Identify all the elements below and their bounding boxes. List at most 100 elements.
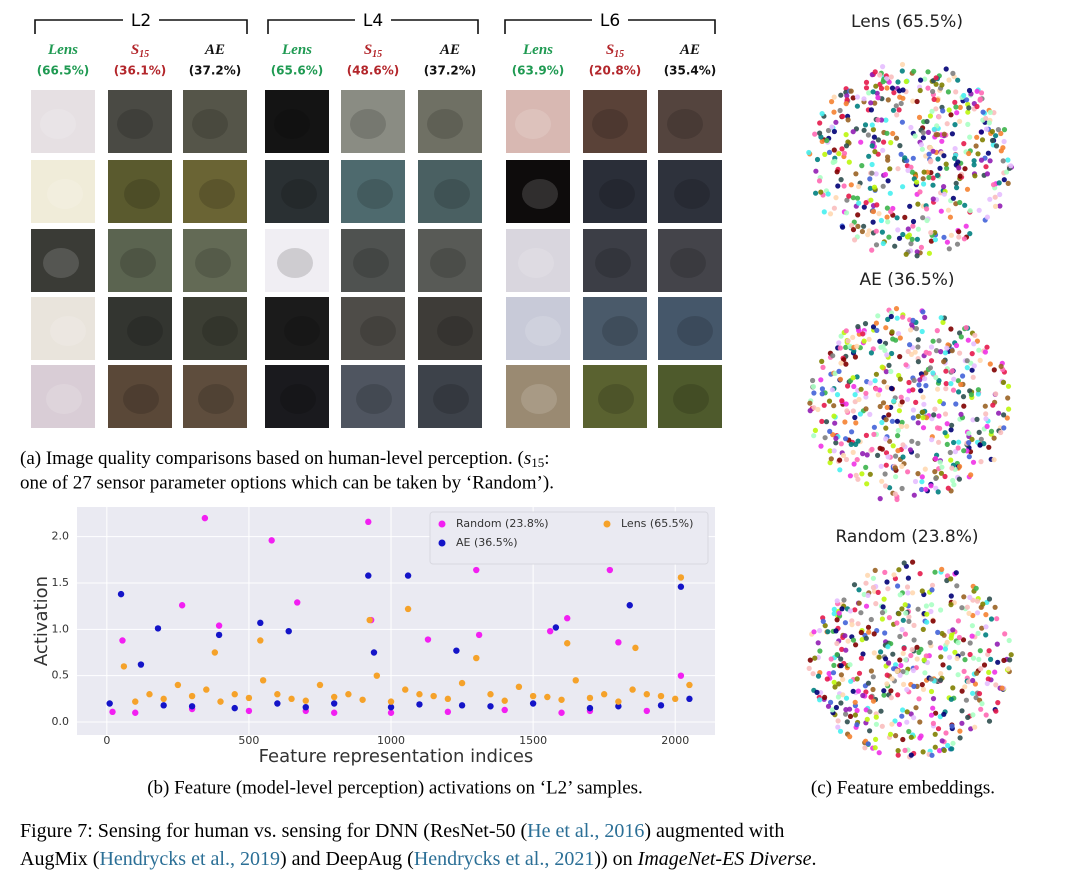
data-point bbox=[215, 631, 223, 639]
embedding-dot bbox=[874, 202, 880, 208]
embedding-dot bbox=[931, 96, 937, 102]
embedding-dot bbox=[938, 208, 944, 214]
embedding-dot bbox=[856, 600, 862, 606]
y-tick-label: 1.0 bbox=[52, 622, 70, 635]
embedding-dot bbox=[904, 234, 911, 240]
embedding-dot bbox=[834, 640, 840, 647]
embedding-dot bbox=[895, 752, 901, 758]
embedding-dot bbox=[864, 481, 870, 487]
embedding-dot bbox=[863, 200, 869, 206]
thumbnail-subject bbox=[437, 316, 473, 346]
embedding-dot bbox=[924, 206, 930, 212]
embedding-dot bbox=[923, 349, 929, 355]
embedding-dot bbox=[975, 387, 982, 393]
embedding-dot bbox=[983, 712, 989, 718]
embedding-dot bbox=[872, 745, 878, 751]
embedding-dot bbox=[876, 750, 882, 756]
embedding-dot bbox=[954, 110, 960, 116]
embedding-dot bbox=[943, 730, 949, 736]
data-point bbox=[672, 695, 679, 703]
embedding-dot bbox=[868, 107, 875, 113]
embedding-dot bbox=[962, 202, 968, 208]
thumbnail bbox=[658, 297, 722, 360]
caption-text: )) on bbox=[594, 848, 637, 870]
embedding-dot bbox=[843, 401, 849, 407]
embedding-dot bbox=[908, 241, 914, 247]
embedding-dot bbox=[940, 319, 946, 325]
citation[interactable]: He et al., 2016 bbox=[527, 820, 644, 842]
embedding-dot bbox=[886, 234, 892, 240]
embedding-dot bbox=[972, 724, 978, 730]
embedding-dot bbox=[921, 181, 927, 187]
embedding-dot bbox=[905, 469, 911, 475]
column-score: (66.5%) bbox=[37, 64, 90, 78]
embedding-dot bbox=[961, 448, 967, 454]
embedding-dot bbox=[933, 75, 939, 81]
data-point bbox=[615, 698, 622, 705]
embedding-dot bbox=[806, 665, 812, 672]
embedding-dot bbox=[977, 97, 983, 103]
thumbnail-subject bbox=[360, 316, 396, 346]
citation[interactable]: Hendrycks et al., 2019 bbox=[99, 848, 280, 870]
embedding-dot bbox=[888, 385, 895, 391]
embedding-dot bbox=[887, 438, 893, 444]
embedding-dot bbox=[833, 435, 839, 441]
embedding-dot bbox=[928, 608, 934, 615]
embedding-dot bbox=[967, 231, 973, 237]
embedding-dot bbox=[879, 478, 885, 484]
embedding-dot bbox=[920, 626, 926, 633]
embedding-dot bbox=[880, 240, 886, 247]
thumbnail-subject bbox=[670, 248, 706, 278]
embedding-dot bbox=[1005, 666, 1011, 672]
data-point bbox=[365, 572, 372, 579]
embedding-dot bbox=[910, 317, 916, 323]
embedding-dot bbox=[868, 694, 874, 700]
embedding-dot bbox=[953, 401, 959, 407]
embedding-dot bbox=[966, 150, 972, 157]
embedding-dot bbox=[976, 429, 982, 435]
embedding-dot bbox=[841, 150, 848, 156]
embedding-dot bbox=[941, 711, 947, 717]
embedding-dot bbox=[993, 143, 1000, 149]
embedding-dot bbox=[911, 683, 917, 690]
embedding-dot bbox=[948, 576, 954, 582]
embedding-dot bbox=[967, 640, 973, 646]
citation[interactable]: Hendrycks et al., 2021 bbox=[414, 848, 595, 870]
embedding-dot bbox=[866, 90, 872, 96]
embedding-dot bbox=[933, 348, 940, 354]
embedding-dot bbox=[978, 129, 985, 135]
embedding-dot bbox=[942, 411, 949, 417]
embedding-dot bbox=[909, 647, 915, 653]
embedding-dot bbox=[898, 394, 904, 400]
thumbnail bbox=[31, 365, 95, 428]
thumbnail-subject bbox=[599, 179, 635, 209]
thumbnail bbox=[183, 90, 247, 153]
data-point bbox=[677, 574, 685, 581]
thumbnail bbox=[418, 160, 482, 223]
embedding-dot bbox=[849, 222, 855, 229]
embedding-dot bbox=[959, 605, 965, 611]
embedding-dot bbox=[987, 109, 993, 115]
embedding-dot bbox=[914, 236, 921, 242]
thumbnail-subject bbox=[127, 316, 163, 346]
embedding-dot bbox=[869, 446, 875, 452]
embedding-dot bbox=[932, 469, 938, 475]
embedding-dot bbox=[829, 707, 836, 713]
embedding-dot bbox=[851, 383, 857, 390]
embedding-dot bbox=[945, 89, 952, 95]
embedding-dot bbox=[957, 104, 963, 110]
data-point bbox=[529, 692, 537, 700]
embedding-dot bbox=[885, 454, 891, 460]
embedding-dot bbox=[838, 663, 844, 669]
embedding-dot bbox=[947, 654, 953, 660]
data-point bbox=[458, 679, 466, 687]
embedding-dot bbox=[845, 383, 851, 389]
embedding-dot bbox=[933, 456, 939, 462]
data-point bbox=[677, 583, 685, 590]
embedding-dot bbox=[890, 107, 897, 113]
embedding-dot bbox=[853, 441, 859, 447]
thumbnail bbox=[418, 365, 482, 428]
embedding-dot bbox=[834, 392, 841, 398]
embedding-dot bbox=[969, 633, 975, 639]
embedding-dot bbox=[929, 582, 936, 588]
